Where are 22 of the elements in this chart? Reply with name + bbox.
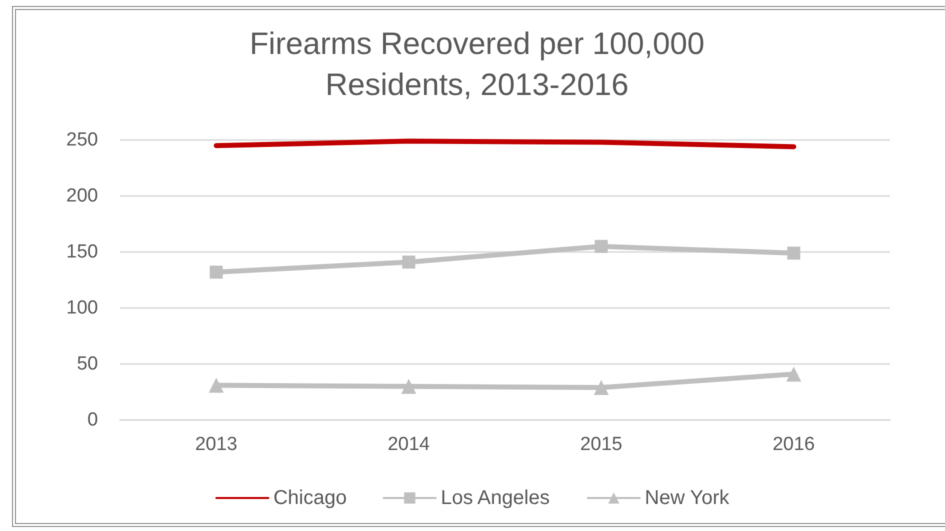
legend-label: Chicago [273,487,347,509]
y-tick-label: 100 [66,298,98,318]
y-tick-label: 0 [87,410,98,430]
point [787,246,800,260]
x-tick-label: 2015 [580,434,622,455]
y-tick-label: 200 [66,186,98,206]
x-tick-label: 2016 [772,434,815,455]
point [594,380,609,396]
legend-label: Los Angeles [440,487,550,509]
point [786,366,802,382]
x-tick-label: 2014 [388,434,430,455]
point [402,256,416,269]
y-tick-label: 50 [76,354,98,374]
y-tick-label: 250 [66,130,98,150]
legend-label: New York [644,487,730,509]
point [210,266,223,279]
point [401,378,416,394]
point [208,378,224,393]
point [594,240,608,253]
x-tick-label: 2013 [195,434,238,455]
chart-title: Firearms Recovered per 100,000 Residents, 2013-2016 [250,26,704,102]
y-tick-label: 150 [66,242,98,262]
